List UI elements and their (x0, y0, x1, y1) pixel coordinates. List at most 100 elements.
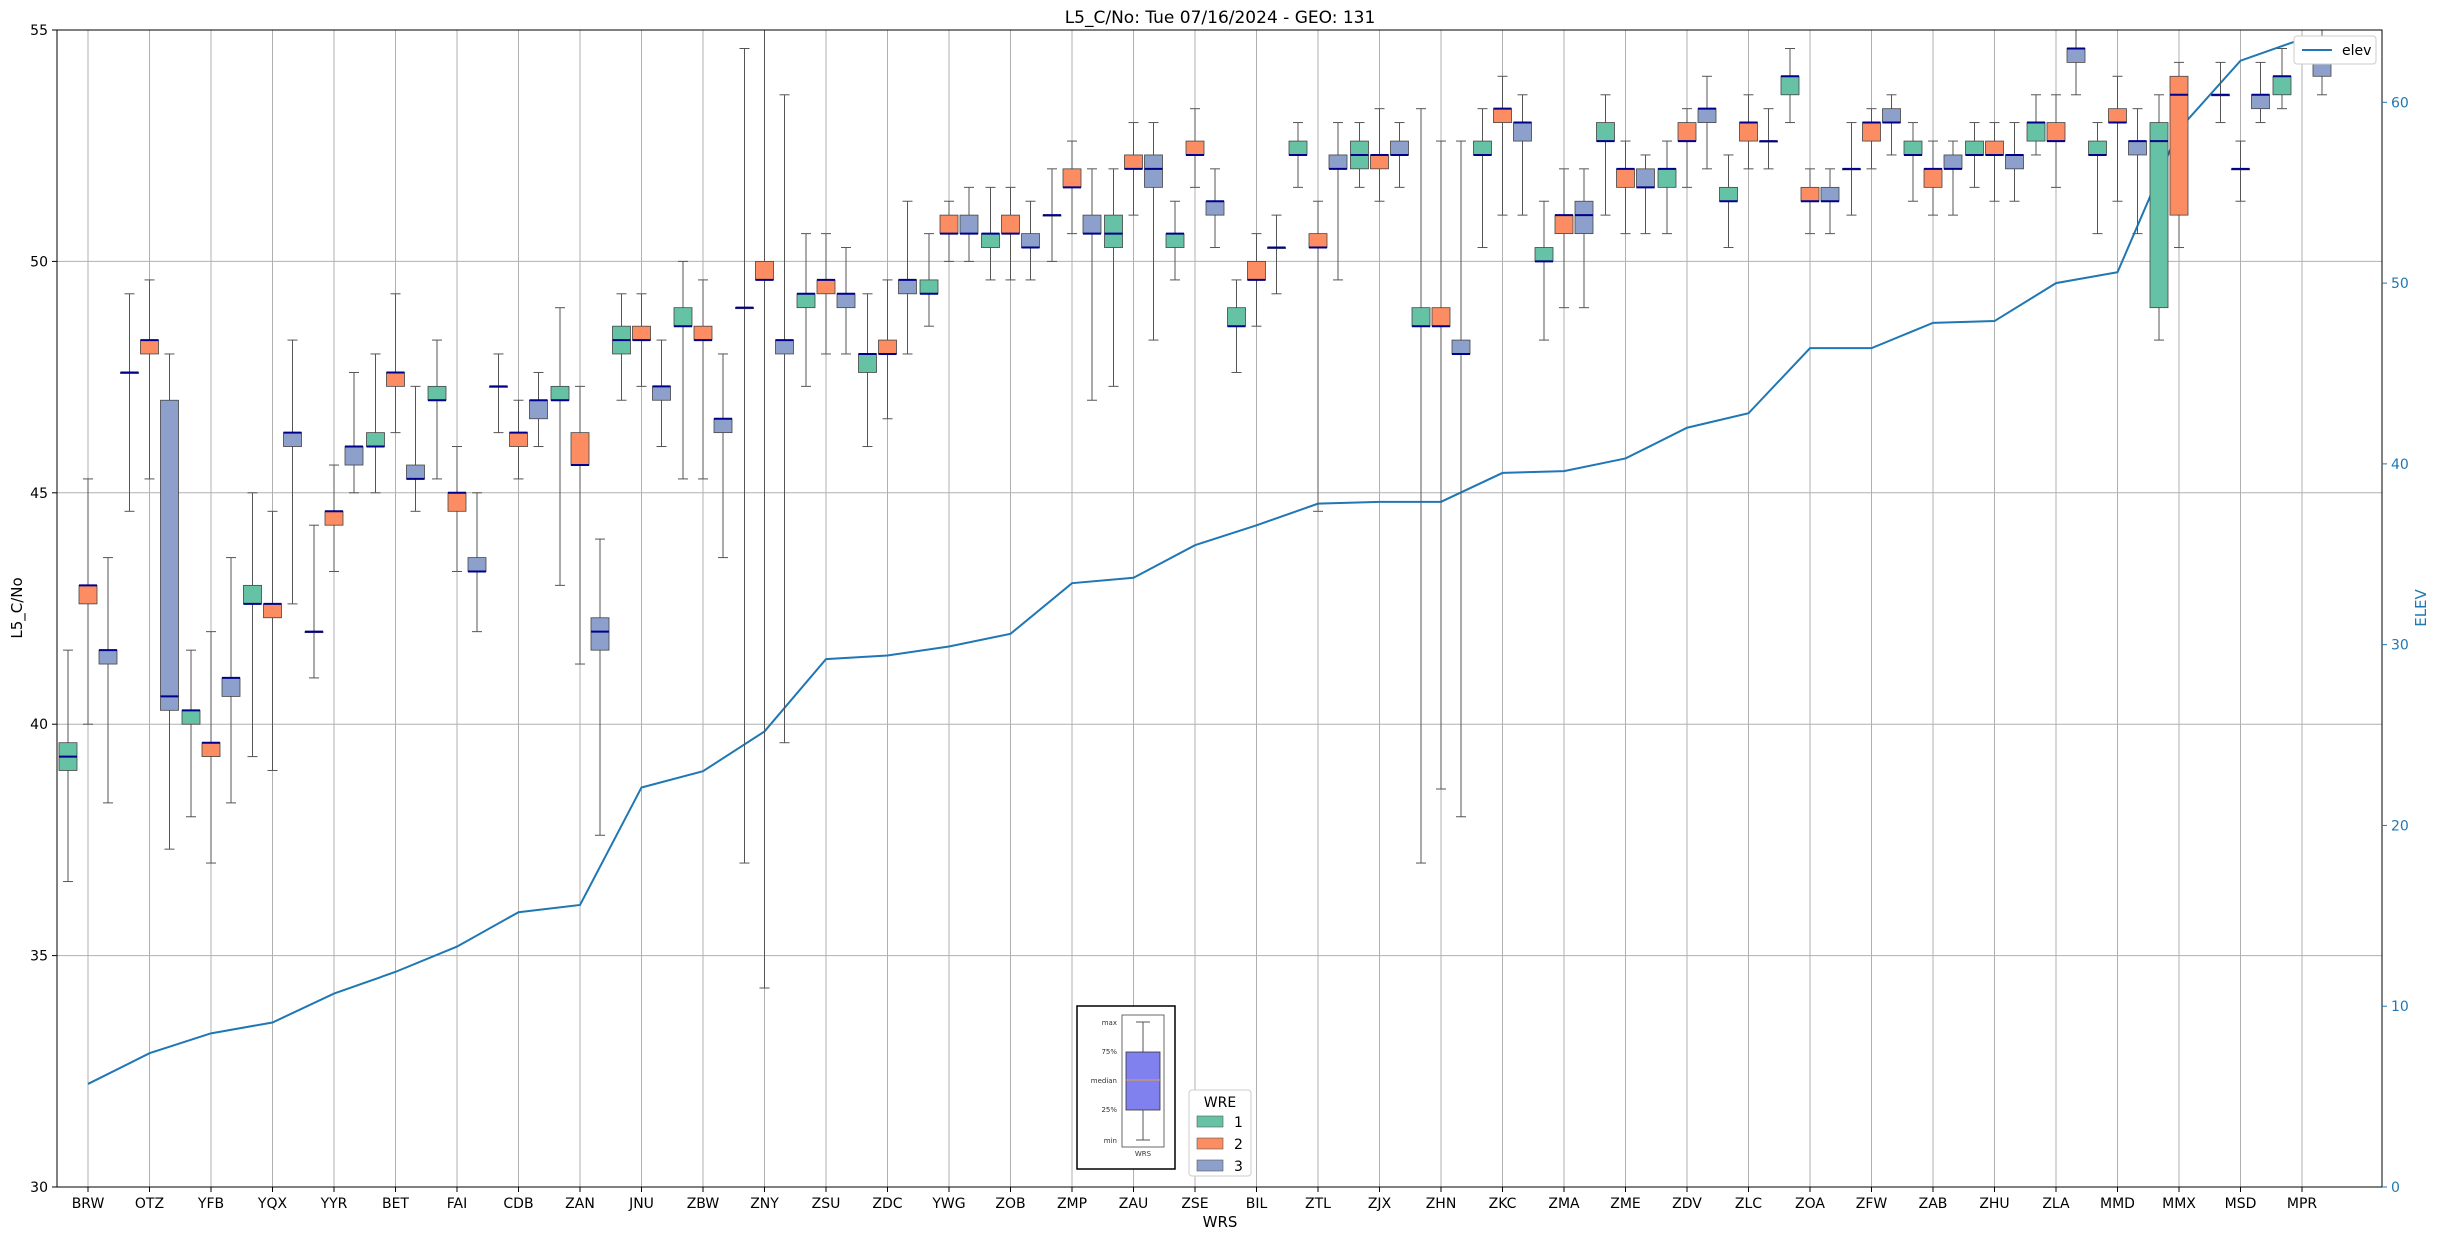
box-iqr (816, 279, 836, 295)
box-cdb-wre3 (529, 371, 548, 448)
box-iqr (1697, 108, 1717, 123)
box-zhu-wre2 (1985, 122, 2004, 202)
y2-tick-label: 20 (2391, 818, 2409, 834)
box-bet-wre1 (366, 353, 385, 494)
x-tick-label: ZHN (1426, 1196, 1457, 1212)
box-zkc-wre2 (1493, 75, 1512, 216)
wre-legend-label-1: 1 (1234, 1115, 1243, 1131)
box-brw-wre2 (78, 478, 98, 725)
box-zma-wre3 (1574, 168, 1594, 309)
box-zbw-wre3 (713, 353, 733, 559)
box-iqr (2128, 140, 2147, 156)
box-cdb-wre1 (489, 353, 508, 434)
box-iqr (632, 325, 651, 341)
box-zau-wre1 (1104, 168, 1123, 387)
box-iqr (775, 339, 794, 355)
x-tick-label: ZMA (1548, 1196, 1580, 1212)
box-zfw-wre2 (1862, 108, 1881, 170)
x-tick-label: ZFW (1856, 1196, 1888, 1212)
box-otz-wre2 (140, 279, 159, 480)
x-tick-label: ZMP (1057, 1196, 1087, 1212)
box-iqr (1451, 339, 1471, 355)
box-zhn-wre2 (1431, 140, 1451, 790)
box-brw-wre1 (58, 649, 78, 883)
box-zab-wre1 (1903, 122, 1923, 202)
box-iqr (324, 510, 344, 526)
box-iqr (386, 372, 405, 387)
box-iqr (1062, 168, 1082, 188)
box-zjx-wre3 (1390, 122, 1409, 188)
box-yyr-wre2 (324, 464, 344, 572)
box-mmx-wre1 (2149, 94, 2169, 341)
y-tick-label: 30 (30, 1180, 48, 1196)
box-mmd-wre3 (2128, 108, 2147, 235)
box-bet-wre3 (406, 385, 425, 512)
x-tick-label: ZSU (812, 1196, 841, 1212)
x-axis: BRW OTZ YFB YQX YYR BET FAI CDB ZAN JNU ZBW ZNY ZSU Z… (72, 1187, 2317, 1212)
x-tick-label: MSD (2225, 1196, 2257, 1212)
x-tick-label: BIL (1246, 1196, 1268, 1212)
box-zdv-wre3 (1697, 75, 1717, 170)
y2-tick-label: 10 (2391, 999, 2409, 1015)
box-iqr (221, 677, 241, 697)
x-tick-label: ZOB (995, 1196, 1025, 1212)
box-ztl-wre3 (1328, 122, 1348, 281)
box-iqr (673, 307, 693, 327)
y2-tick-label: 50 (2391, 276, 2409, 292)
box-iqr (652, 385, 671, 401)
box-mmd-wre1 (2088, 122, 2107, 235)
elev-series (87, 38, 2303, 1085)
box-iqr (959, 214, 979, 235)
inset-label-median: median (1091, 1077, 1117, 1085)
box-zma-wre1 (1534, 200, 1554, 341)
box-iqr (1800, 186, 1820, 202)
box-zlc-wre1 (1719, 154, 1738, 249)
box-iqr (344, 446, 364, 466)
y2-tick-label: 60 (2391, 95, 2409, 111)
box-zoa-wre1 (1780, 48, 1800, 124)
box-yyr-wre1 (304, 524, 324, 679)
y-tick-label: 50 (30, 254, 48, 270)
box-iqr (796, 293, 816, 309)
box-iqr (570, 432, 590, 466)
box-iqr (919, 279, 939, 295)
box-iqr (2108, 108, 2127, 123)
x-tick-label: YYR (320, 1196, 348, 1212)
box-zob-wre1 (981, 186, 1000, 281)
x-tick-label: ZDC (872, 1196, 902, 1212)
box-iqr (1308, 233, 1328, 248)
x-tick-label: ZLC (1735, 1196, 1762, 1212)
box-iqr (1965, 140, 1984, 156)
box-zmp-wre2 (1062, 140, 1082, 235)
box-iqr (2026, 122, 2046, 142)
elev-line (87, 38, 2303, 1085)
box-iqr (1574, 200, 1594, 235)
x-tick-label: ZKC (1489, 1196, 1517, 1212)
x-tick-label: ZAU (1119, 1196, 1148, 1212)
box-zdv-wre1 (1657, 140, 1677, 235)
box-iqr (590, 617, 610, 651)
box-zoa-wre3 (1820, 168, 1840, 235)
box-zkc-wre1 (1473, 108, 1492, 249)
y-tick-label: 35 (30, 949, 48, 965)
x-tick-label: OTZ (135, 1196, 164, 1212)
x-tick-label: YWG (931, 1196, 965, 1212)
box-zdc-wre2 (878, 279, 897, 420)
wre-legend-label-3: 3 (1234, 1159, 1243, 1175)
box-ywg-wre2 (939, 200, 959, 262)
box-zau-wre3 (1144, 122, 1163, 341)
box-mmx-wre2 (2169, 61, 2189, 249)
plot-frame (56, 29, 2383, 1188)
box-iqr (1943, 154, 1963, 170)
box-iqr (1104, 214, 1123, 248)
box-iqr (1677, 122, 1697, 142)
inset-label-q3: 75% (1101, 1048, 1117, 1056)
box-mpr-wre1 (2272, 48, 2292, 110)
box-zmp-wre3 (1082, 168, 1102, 401)
box-zfw-wre1 (1842, 122, 1861, 216)
box-series (58, 29, 2332, 989)
box-iqr (181, 709, 201, 725)
box-zlc-wre3 (1759, 108, 1778, 170)
box-iqr (1411, 307, 1431, 327)
